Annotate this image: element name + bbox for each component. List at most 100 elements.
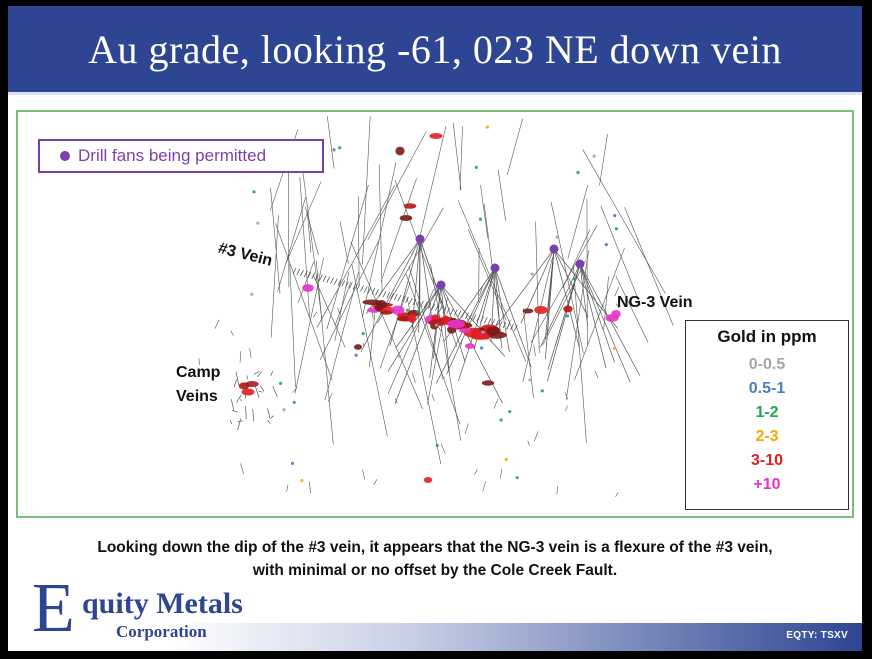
- grade-intercept: [612, 346, 617, 350]
- drill-trace: [330, 277, 334, 284]
- drill-trace: [326, 184, 369, 330]
- grade-legend-entry: +10: [753, 476, 781, 493]
- drill-trace: [487, 318, 492, 325]
- drill-trace: [615, 275, 649, 343]
- caption-line2: with minimal or no offset by the Cole Cr…: [252, 562, 618, 579]
- drill-trace: [502, 321, 507, 329]
- drill-trace: [277, 196, 307, 292]
- drill-trace: [535, 221, 540, 353]
- drill-trace: [297, 261, 315, 304]
- drill-fan-collar: [575, 259, 585, 269]
- grade-intercept: [485, 125, 489, 129]
- drill-trace: [440, 443, 446, 454]
- drill-trace: [480, 184, 489, 239]
- grade-intercept: [540, 389, 544, 393]
- drill-trace: [378, 164, 383, 290]
- drill-trace: [458, 267, 496, 382]
- drill-trace: [245, 406, 247, 420]
- drill-trace: [603, 276, 609, 330]
- title-rule: [8, 92, 862, 95]
- grade-intercept: [434, 323, 438, 327]
- grade-intercept: [572, 277, 577, 281]
- drill-trace: [351, 263, 388, 437]
- drill-trace: [468, 229, 507, 321]
- drill-trace: [286, 484, 289, 492]
- grade-intercept: [528, 378, 532, 382]
- drill-trace: [233, 379, 238, 388]
- drill-fan-dot-icon: [60, 151, 70, 161]
- drill-trace: [615, 303, 620, 309]
- slide: Au grade, looking -61, 023 NE down vein …: [8, 6, 862, 651]
- drill-trace: [272, 386, 278, 397]
- drill-trace: [334, 282, 352, 326]
- drill-trace: [483, 317, 488, 324]
- drill-trace: [431, 303, 436, 310]
- grade-intercept: [481, 380, 495, 386]
- drill-traces: [198, 115, 674, 498]
- grade-intercept: [302, 284, 314, 292]
- drill-trace: [254, 385, 260, 398]
- grade-intercept: [278, 381, 283, 386]
- caption: Looking down the dip of the #3 vein, it …: [8, 536, 862, 582]
- drill-trace: [423, 301, 428, 309]
- title-bar: Au grade, looking -61, 023 NE down vein: [8, 6, 862, 92]
- gold-grade-legend: Gold in ppm 0-0.5 0.5-1 1-2 2-3 3-10 +10: [685, 320, 849, 510]
- drill-trace: [308, 481, 311, 494]
- drill-trace: [296, 268, 301, 276]
- drill-trace: [442, 306, 447, 313]
- grade-legend-entry: 2-3: [755, 428, 779, 445]
- drill-trace: [510, 323, 514, 331]
- grade-intercept: [614, 227, 618, 231]
- grade-intercept: [374, 303, 384, 312]
- drill-trace: [394, 284, 442, 405]
- drill-trace: [506, 319, 511, 331]
- drill-trace: [461, 311, 466, 318]
- grade-intercept: [252, 190, 256, 194]
- drill-trace: [567, 184, 589, 259]
- logo-name: quity Metals: [82, 587, 243, 620]
- grade-intercept: [480, 346, 484, 350]
- drill-trace: [480, 316, 484, 323]
- drill-trace: [393, 293, 398, 301]
- drill-trace: [446, 267, 496, 375]
- drill-collars: [415, 234, 585, 290]
- drill-trace: [362, 469, 366, 480]
- drill-fan-collar: [490, 263, 500, 273]
- camp-veins-label-line2: Veins: [176, 388, 218, 405]
- drill-trace: [240, 463, 244, 474]
- drill-trace: [379, 281, 411, 369]
- drill-trace: [252, 408, 255, 422]
- grade-intercept: [403, 203, 417, 209]
- drill-trace: [464, 423, 469, 434]
- grade-intercept: [429, 132, 443, 140]
- logo-sub: Corporation: [116, 622, 207, 641]
- drill-trace: [412, 372, 416, 384]
- drill-trace: [556, 486, 559, 495]
- drill-trace: [574, 247, 625, 381]
- drill-trace: [318, 274, 323, 281]
- drill-trace: [450, 308, 454, 315]
- drill-trace: [326, 276, 331, 283]
- drill-trace: [230, 399, 235, 411]
- drill-trace: [360, 285, 364, 292]
- grade-intercept: [245, 381, 259, 387]
- ticker: EQTY: TSXV: [786, 630, 848, 641]
- drill-trace: [431, 394, 435, 402]
- drill-trace: [369, 305, 376, 367]
- drill-trace: [440, 284, 506, 357]
- grade-legend-entries: 0-0.5 0.5-1 1-2 2-3 3-10 +10: [749, 353, 785, 497]
- drill-trace: [316, 185, 395, 328]
- grade-intercept: [441, 315, 451, 325]
- drill-trace: [600, 205, 641, 305]
- drill-trace: [533, 431, 539, 442]
- grade-intercept: [290, 461, 295, 465]
- drill-trace: [465, 312, 469, 319]
- drill-trace: [319, 238, 380, 360]
- drill-trace: [307, 271, 312, 279]
- drill-trace: [306, 211, 312, 253]
- drill-trace: [270, 370, 274, 377]
- drill-trace: [260, 385, 265, 392]
- drill-trace: [579, 263, 607, 369]
- drill-trace: [522, 308, 534, 398]
- drill-trace: [430, 263, 462, 441]
